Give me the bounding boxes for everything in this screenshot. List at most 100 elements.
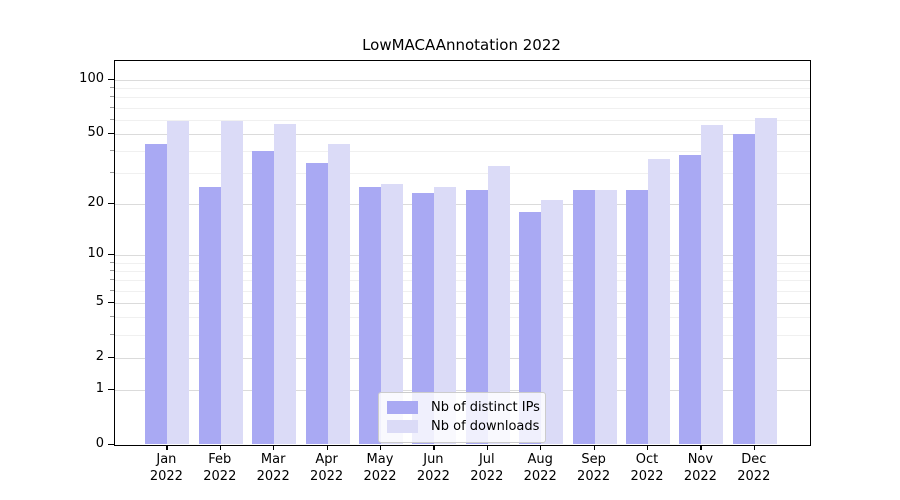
bar-downloads-aug <box>541 200 564 445</box>
gridline-major <box>115 389 810 391</box>
gridline-major <box>115 302 810 304</box>
y-tick-label: 100 <box>79 70 104 86</box>
y-tick-mark <box>108 253 114 256</box>
gridline-major <box>115 357 810 359</box>
bar-downloads-jul <box>487 165 510 445</box>
y-minor-tick-mark <box>110 316 114 318</box>
y-tick-label: 20 <box>87 194 104 210</box>
gridline-major <box>115 254 810 256</box>
y-tick-label: 2 <box>95 348 104 364</box>
bar-downloads-nov <box>701 124 724 445</box>
bar-distinct-ips-feb <box>198 186 221 445</box>
gridline-minor <box>115 107 810 109</box>
x-tick-mark <box>753 444 755 450</box>
y-minor-tick-mark <box>110 172 114 174</box>
x-tick-mark <box>433 444 435 450</box>
bar-distinct-ips-oct <box>626 190 648 445</box>
y-minor-tick-mark <box>110 118 114 120</box>
bar-distinct-ips-jul <box>465 190 488 445</box>
y-tick-label: 1 <box>95 380 104 396</box>
bar-downloads-apr <box>327 143 350 445</box>
x-tick-mark <box>166 444 168 450</box>
bar-distinct-ips-aug <box>519 211 542 445</box>
x-tick-label-nov: Nov 2022 <box>683 451 717 484</box>
x-tick-label-mar: Mar 2022 <box>256 451 290 484</box>
x-tick-mark <box>380 444 382 450</box>
bar-downloads-mar <box>274 123 297 445</box>
y-minor-tick-mark <box>110 106 114 108</box>
bar-distinct-ips-nov <box>679 154 702 445</box>
x-tick-mark <box>540 444 542 450</box>
x-tick-label-jan: Jan 2022 <box>149 451 183 484</box>
bar-distinct-ips-apr <box>305 163 328 445</box>
bar-distinct-ips-jan <box>145 143 168 445</box>
y-minor-tick-mark <box>110 86 114 89</box>
legend-swatch-distinct-ips <box>387 401 418 414</box>
y-tick-label: 5 <box>95 293 104 309</box>
x-tick-label-feb: Feb 2022 <box>203 451 237 484</box>
gridline-minor <box>115 150 810 152</box>
y-tick-mark <box>108 78 114 80</box>
x-tick-mark <box>700 444 702 450</box>
y-tick-mark <box>108 388 114 390</box>
legend: Nb of distinct IPs Nb of downloads <box>378 392 546 443</box>
x-tick-label-may: May 2022 <box>363 451 397 484</box>
gridline-minor <box>115 280 810 282</box>
y-tick-mark <box>108 443 114 445</box>
y-tick-mark <box>108 301 114 304</box>
gridline-minor <box>115 119 810 121</box>
gridline-minor <box>115 262 810 264</box>
x-tick-label-dec: Dec 2022 <box>737 451 771 484</box>
x-tick-mark <box>273 444 275 450</box>
gridline-minor <box>115 97 810 99</box>
x-tick-label-sep: Sep 2022 <box>577 451 611 484</box>
bar-distinct-ips-may <box>359 186 381 445</box>
gridline-minor <box>115 334 810 336</box>
bar-distinct-ips-jun <box>412 193 435 445</box>
bar-downloads-sep <box>594 190 617 445</box>
bar-downloads-oct <box>648 159 670 445</box>
y-tick-mark <box>108 132 114 134</box>
x-tick-label-jun: Jun 2022 <box>416 451 450 484</box>
legend-row-downloads: Nb of downloads <box>387 417 540 436</box>
y-tick-label: 0 <box>95 435 104 451</box>
gridline-minor <box>115 270 810 272</box>
gridline-minor <box>115 290 810 292</box>
chart-title: LowMACAAnnotation 2022 <box>362 36 561 54</box>
gridline-major <box>115 79 810 81</box>
y-tick-label: 50 <box>87 124 104 140</box>
gridline-minor <box>115 173 810 175</box>
y-minor-tick-mark <box>110 96 114 98</box>
y-tick-mark <box>108 202 114 205</box>
y-minor-tick-mark <box>110 333 114 336</box>
legend-swatch-downloads <box>387 420 418 433</box>
bar-downloads-feb <box>220 120 243 445</box>
x-tick-label-jul: Jul 2022 <box>470 451 504 484</box>
bar-distinct-ips-dec <box>732 133 755 445</box>
x-tick-label-oct: Oct 2022 <box>630 451 664 484</box>
x-tick-mark <box>326 444 328 450</box>
gridline-minor <box>115 87 810 89</box>
y-minor-tick-mark <box>110 279 114 281</box>
bar-downloads-jun <box>434 186 457 445</box>
x-tick-mark <box>593 444 595 450</box>
gridline-major <box>115 133 810 135</box>
plot-area <box>114 60 811 446</box>
y-tick-mark <box>108 356 114 358</box>
x-tick-mark <box>647 444 649 450</box>
bar-distinct-ips-mar <box>252 150 275 445</box>
y-minor-tick-mark <box>110 261 114 263</box>
bar-distinct-ips-sep <box>572 190 595 445</box>
y-minor-tick-mark <box>110 269 114 272</box>
x-tick-mark <box>219 444 221 450</box>
x-tick-label-aug: Aug 2022 <box>523 451 557 484</box>
y-minor-tick-mark <box>110 149 114 152</box>
x-tick-label-apr: Apr 2022 <box>310 451 344 484</box>
bar-downloads-may <box>381 184 403 445</box>
legend-label-downloads: Nb of downloads <box>431 419 540 434</box>
gridline-major <box>115 203 810 205</box>
y-tick-label: 10 <box>87 245 104 261</box>
bar-downloads-jan <box>167 120 190 445</box>
legend-row-distinct-ips: Nb of distinct IPs <box>387 398 540 417</box>
